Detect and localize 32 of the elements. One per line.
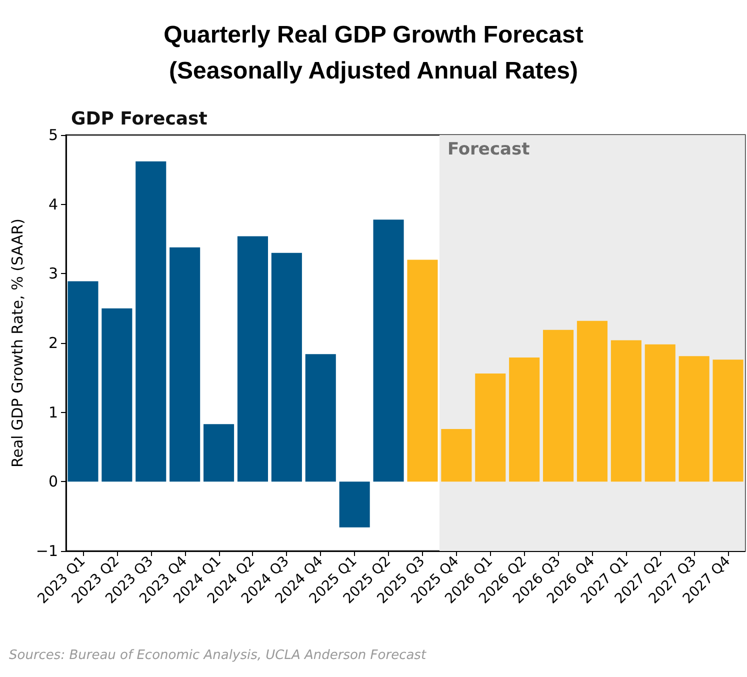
y-tick-label: −1 [36,542,58,560]
y-tick-label: 1 [48,403,58,422]
bar [305,354,336,482]
bar [542,330,574,482]
bar [712,360,744,482]
bar [271,252,302,482]
y-tick-label: 5 [48,126,58,144]
bar [610,340,642,482]
bar [102,308,132,482]
bar [678,356,710,482]
bar [475,374,506,482]
bar [441,428,472,482]
bar [68,281,98,482]
y-tick-label: 4 [48,195,58,214]
chart-subtitle: GDP Forecast [71,108,208,130]
band-label: Forecast [447,140,530,160]
bar [170,247,200,482]
chart-title: Quarterly Real GDP Growth Forecast (Seasonally Adjusted Annual Rates) [164,22,584,84]
bar [509,358,540,482]
y-tick-label: 0 [48,472,58,491]
source-note: Sources: Bureau of Economic Analysis, UCLA Anderson Forecast [9,648,427,663]
bar [407,260,438,482]
bar [237,236,268,482]
y-tick-label: 3 [48,264,58,283]
bar [644,344,676,482]
y-tick-label: 2 [48,334,58,352]
y-axis-title: Real GDP Growth Rate, % (SAAR) [8,218,26,468]
bar [576,320,608,482]
bar [339,482,370,528]
bar [136,161,166,482]
bar [373,220,404,482]
bar [204,424,234,482]
